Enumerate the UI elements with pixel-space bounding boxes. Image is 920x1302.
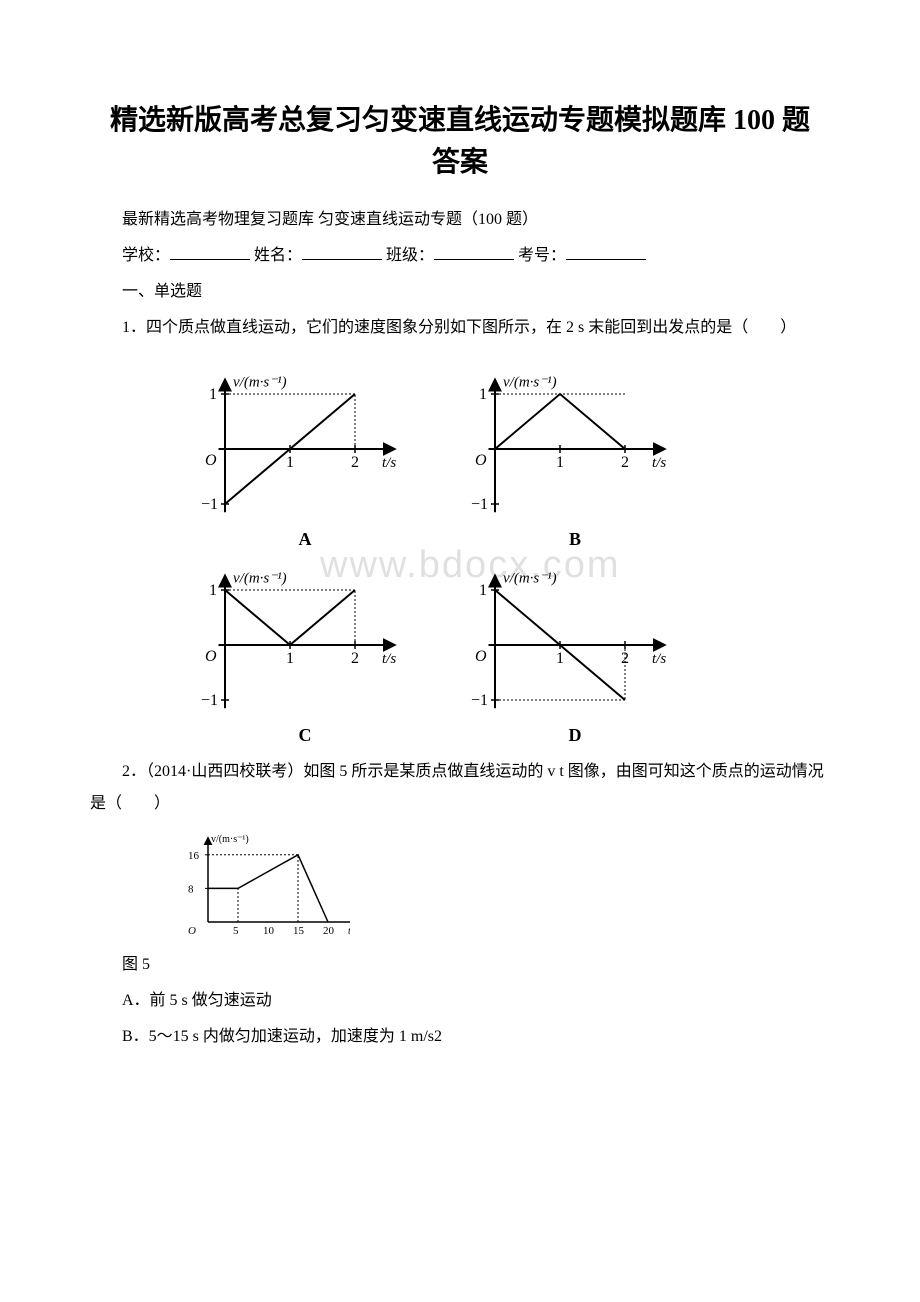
svg-text:1: 1 [556, 650, 564, 667]
svg-text:1: 1 [479, 582, 487, 599]
svg-text:1: 1 [479, 386, 487, 403]
svg-text:t/s: t/s [382, 651, 396, 667]
svg-text:v/(m·s⁻¹): v/(m·s⁻¹) [233, 374, 287, 390]
chart-c: 1 2 1 −1 Ov/(m·s⁻¹) t/s [190, 550, 420, 725]
svg-text:t/s: t/s [348, 926, 350, 937]
q2-figure: 5 10 15 20 8 16 Ov/(m·s⁻¹) t/s [180, 830, 830, 945]
svg-text:−1: −1 [471, 692, 488, 709]
svg-text:−1: −1 [201, 692, 218, 709]
blank-school[interactable] [170, 243, 250, 260]
chart-q2: 5 10 15 20 8 16 Ov/(m·s⁻¹) t/s [180, 830, 350, 940]
svg-text:v/(m·s⁻¹): v/(m·s⁻¹) [233, 570, 287, 586]
chart-b: 1 2 1 −1 Ov/(m·s⁻¹) t/s [460, 354, 690, 529]
svg-text:v/(m·s⁻¹): v/(m·s⁻¹) [503, 570, 557, 586]
section-heading: 一、单选题 [90, 276, 830, 308]
info-line: 学校： 姓名： 班级： 考号： [90, 240, 830, 272]
blank-class[interactable] [434, 243, 514, 260]
chart-a: 1 2 1 −1 Ov/(m·s⁻¹) t/s [190, 354, 420, 529]
q1-figure: 121−1Ov/(m·s⁻¹)t/s 121−1Ov/(m·s⁻¹)t/s A … [190, 354, 830, 746]
svg-text:v/(m·s⁻¹): v/(m·s⁻¹) [503, 374, 557, 390]
svg-text:t/s: t/s [382, 455, 396, 471]
svg-text:20: 20 [323, 925, 335, 937]
svg-text:O: O [475, 648, 487, 665]
label-name: 姓名： [254, 247, 302, 264]
svg-text:t/s: t/s [652, 651, 666, 667]
title-line-2: 答案 [432, 147, 488, 178]
svg-text:O: O [188, 925, 196, 937]
svg-text:2: 2 [621, 454, 629, 471]
blank-id[interactable] [566, 243, 646, 260]
subtitle: 最新精选高考物理复习题库 匀变速直线运动专题（100 题） [90, 204, 830, 236]
svg-text:2: 2 [351, 650, 359, 667]
svg-text:t/s: t/s [652, 455, 666, 471]
svg-text:O: O [205, 452, 217, 469]
svg-text:1: 1 [286, 650, 294, 667]
option-b: B．5～15 s 内做匀加速运动，加速度为 1 m/s2 [90, 1021, 830, 1053]
svg-text:1: 1 [556, 454, 564, 471]
svg-text:8: 8 [188, 883, 194, 895]
svg-text:2: 2 [351, 454, 359, 471]
svg-text:1: 1 [209, 582, 217, 599]
chart-d: 121−1Ov/(m·s⁻¹)t/s [460, 550, 690, 725]
label-id: 考号： [518, 247, 566, 264]
option-a: A．前 5 s 做匀速运动 [90, 985, 830, 1017]
title-line-1: 精选新版高考总复习匀变速直线运动专题模拟题库 100 题 [110, 105, 810, 136]
question-2: 2．（2014·山西四校联考）如图 5 所示是某质点做直线运动的 v t 图像，… [90, 756, 830, 820]
doc-title: 精选新版高考总复习匀变速直线运动专题模拟题库 100 题 答案 [90, 100, 830, 184]
caption-d: D [460, 725, 690, 746]
svg-text:O: O [205, 648, 217, 665]
label-class: 班级： [386, 247, 434, 264]
blank-name[interactable] [302, 243, 382, 260]
caption-b: B [460, 529, 690, 550]
caption-c: C [190, 725, 420, 746]
svg-text:−1: −1 [471, 496, 488, 513]
svg-text:16: 16 [188, 850, 200, 862]
svg-text:1: 1 [286, 454, 294, 471]
fig5-label: 图 5 [90, 949, 830, 981]
svg-text:O: O [475, 452, 487, 469]
svg-text:1: 1 [209, 386, 217, 403]
svg-text:−1: −1 [201, 496, 218, 513]
svg-text:5: 5 [233, 925, 239, 937]
caption-a: A [190, 529, 420, 550]
svg-text:10: 10 [263, 925, 275, 937]
question-1: 1．四个质点做直线运动，它们的速度图象分别如下图所示，在 2 s 末能回到出发点… [90, 312, 830, 344]
label-school: 学校： [122, 247, 170, 264]
svg-text:v/(m·s⁻¹): v/(m·s⁻¹) [211, 834, 249, 845]
svg-text:15: 15 [293, 925, 305, 937]
